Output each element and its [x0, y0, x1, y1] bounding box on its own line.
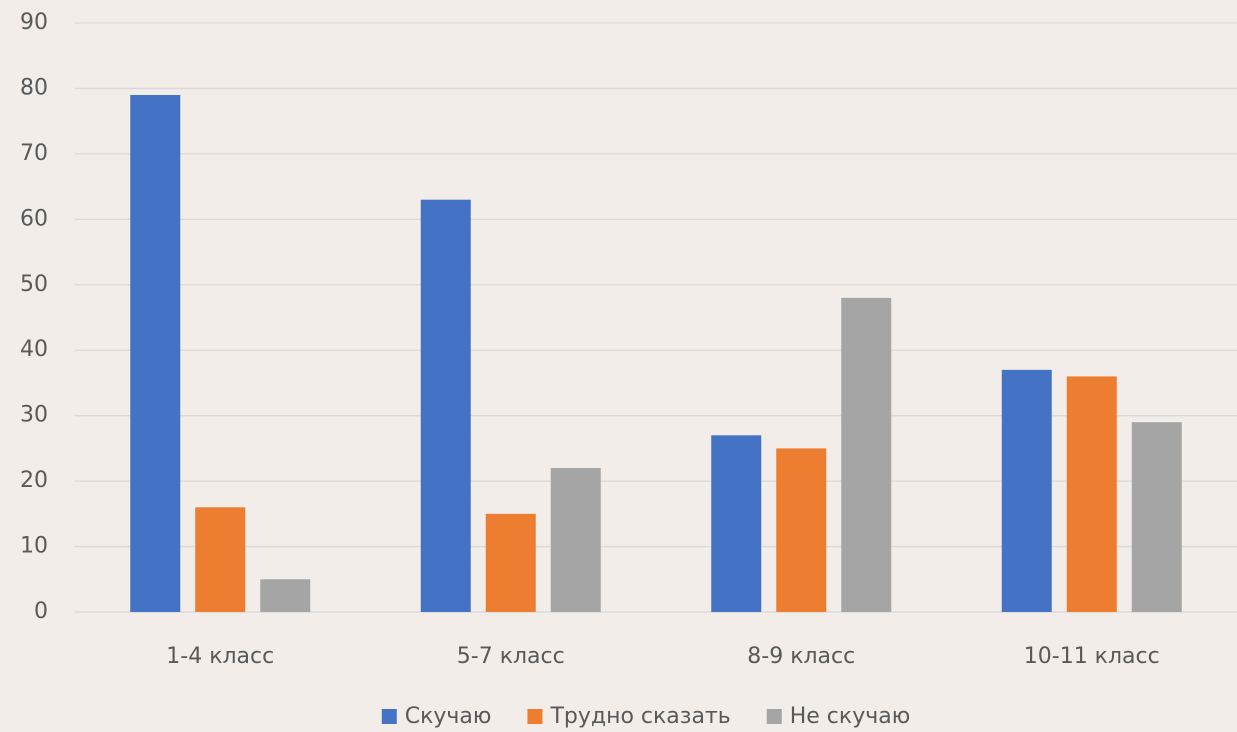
bar — [711, 435, 762, 612]
y-tick-label: 70 — [20, 141, 48, 166]
y-tick-label: 50 — [20, 272, 48, 297]
bar — [260, 579, 311, 612]
x-tick-label: 5-7 класс — [457, 644, 565, 669]
y-tick-label: 0 — [34, 599, 48, 624]
bar — [130, 94, 181, 612]
y-tick-label: 40 — [20, 337, 48, 362]
bar — [420, 199, 471, 612]
bar — [841, 297, 892, 612]
x-tick-label: 1-4 класс — [166, 644, 274, 669]
y-tick-label: 10 — [20, 534, 48, 559]
y-tick-label: 60 — [20, 206, 48, 231]
legend-swatch — [381, 709, 397, 724]
bar — [550, 468, 601, 612]
legend-label: Трудно сказать — [549, 704, 730, 729]
bar — [1066, 376, 1117, 612]
bar — [485, 513, 536, 612]
y-tick-label: 30 — [20, 403, 48, 428]
legend-swatch — [527, 709, 543, 724]
y-tick-label: 90 — [20, 10, 48, 35]
y-tick-label: 80 — [20, 75, 48, 100]
bar — [195, 507, 246, 612]
x-tick-label: 10-11 класс — [1024, 644, 1160, 669]
bar — [776, 448, 827, 612]
bar — [1001, 369, 1052, 612]
bar — [1131, 422, 1182, 612]
x-tick-label: 8-9 класс — [747, 644, 855, 669]
legend-label: Не скучаю — [790, 704, 910, 729]
legend-swatch — [766, 709, 782, 724]
legend-label: Скучаю — [405, 704, 492, 729]
y-tick-label: 20 — [20, 468, 48, 493]
